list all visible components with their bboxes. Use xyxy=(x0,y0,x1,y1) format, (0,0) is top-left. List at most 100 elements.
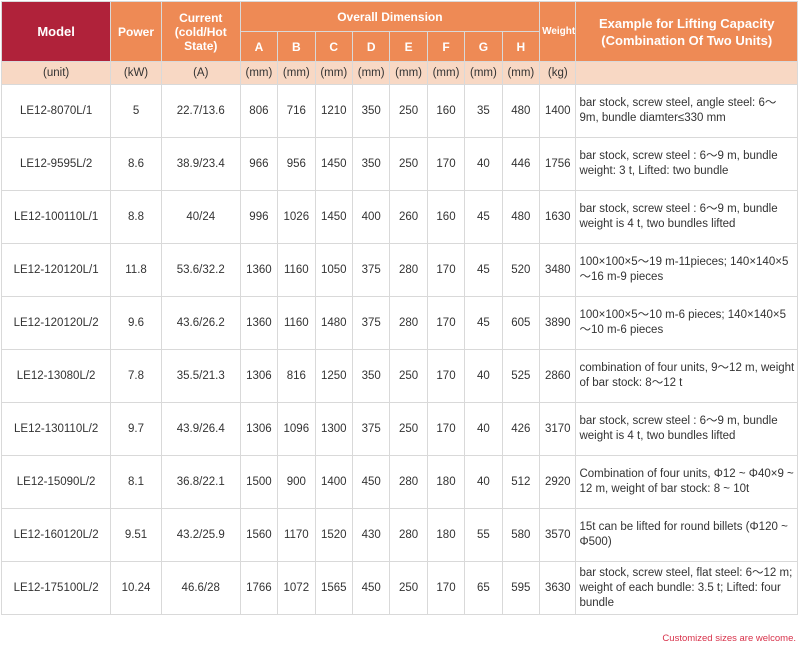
cell-dim-a: 1306 xyxy=(239,349,279,403)
cell-dim-g: 45 xyxy=(464,243,503,297)
unit-power: (kW) xyxy=(110,61,162,85)
cell-dim-c: 1300 xyxy=(314,402,353,456)
cell-current: 43.6/26.2 xyxy=(160,296,241,350)
cell-dim-f: 170 xyxy=(426,243,466,297)
cell-dim-a: 1500 xyxy=(239,455,279,509)
cell-weight: 1630 xyxy=(539,190,577,244)
cell-dim-b: 716 xyxy=(277,84,316,138)
cell-example: bar stock, screw steel : 6～9 m, bundle w… xyxy=(575,190,798,244)
cell-dim-c: 1565 xyxy=(314,561,353,615)
units-row: (unit) (kW) (A) (mm) (mm) (mm) (mm) (mm)… xyxy=(0,61,798,85)
cell-example: bar stock, screw steel : 6～9 m, bundle w… xyxy=(575,402,798,456)
cell-dim-c: 1450 xyxy=(314,137,353,191)
cell-dim-g: 40 xyxy=(464,137,503,191)
cell-dim-e: 280 xyxy=(389,243,428,297)
cell-dim-h: 426 xyxy=(501,402,541,456)
cell-example: bar stock, screw steel : 6～9 m, bundle w… xyxy=(575,137,798,191)
header-example: Example for Lifting Capacity (Combinatio… xyxy=(575,1,798,62)
header-dim-g: G xyxy=(464,31,503,62)
cell-dim-f: 180 xyxy=(426,508,466,562)
unit-current: (A) xyxy=(160,61,241,85)
cell-current: 38.9/23.4 xyxy=(160,137,241,191)
table-row: LE12-120120L/1 11.8 53.6/32.2 1360 1160 1050 3… xyxy=(0,243,798,297)
cell-model: LE12-160120L/2 xyxy=(0,508,112,562)
cell-dim-g: 65 xyxy=(464,561,503,615)
spec-table: Model Power Current (cold/Hot State) Ove… xyxy=(0,1,798,615)
table-row: LE12-15090L/2 8.1 36.8/22.1 1500 900 1400 450 2… xyxy=(0,455,798,509)
header-model: Model xyxy=(0,1,112,62)
unit-dim-f: (mm) xyxy=(426,61,466,85)
cell-dim-h: 520 xyxy=(501,243,541,297)
cell-weight: 2920 xyxy=(539,455,577,509)
cell-dim-b: 1170 xyxy=(277,508,316,562)
footnote: Customized sizes are welcome. xyxy=(662,633,796,644)
cell-example: bar stock, screw steel, flat steel: 6～12… xyxy=(575,561,798,615)
cell-dim-c: 1250 xyxy=(314,349,353,403)
cell-dim-g: 35 xyxy=(464,84,503,138)
cell-power: 9.6 xyxy=(110,296,162,350)
table-row: LE12-9595L/2 8.6 38.9/23.4 966 956 1450 350 250… xyxy=(0,137,798,191)
cell-dim-h: 595 xyxy=(501,561,541,615)
cell-weight: 2860 xyxy=(539,349,577,403)
unit-dim-e: (mm) xyxy=(389,61,428,85)
cell-dim-d: 450 xyxy=(351,561,391,615)
table-row: LE12-130110L/2 9.7 43.9/26.4 1306 1096 1300 37… xyxy=(0,402,798,456)
cell-dim-b: 1160 xyxy=(277,243,316,297)
cell-weight: 1400 xyxy=(539,84,577,138)
unit-dim-d: (mm) xyxy=(351,61,391,85)
cell-dim-c: 1210 xyxy=(314,84,353,138)
cell-dim-f: 170 xyxy=(426,137,466,191)
cell-power: 8.6 xyxy=(110,137,162,191)
header-power: Power xyxy=(110,1,162,62)
header-dim-d: D xyxy=(351,31,391,62)
header-dim-f: F xyxy=(426,31,466,62)
cell-dim-d: 350 xyxy=(351,84,391,138)
cell-dim-c: 1050 xyxy=(314,243,353,297)
cell-model: LE12-13080L/2 xyxy=(0,349,112,403)
cell-power: 10.24 xyxy=(110,561,162,615)
cell-dim-d: 400 xyxy=(351,190,391,244)
header-dim-a: A xyxy=(239,31,279,62)
cell-power: 5 xyxy=(110,84,162,138)
unit-example xyxy=(575,61,798,85)
table-row: LE12-13080L/2 7.8 35.5/21.3 1306 816 1250 350 2… xyxy=(0,349,798,403)
cell-dim-g: 45 xyxy=(464,190,503,244)
cell-dim-b: 1096 xyxy=(277,402,316,456)
cell-dim-e: 280 xyxy=(389,455,428,509)
header-overall-dimension: Overall Dimension xyxy=(239,1,541,32)
cell-dim-h: 525 xyxy=(501,349,541,403)
cell-dim-f: 160 xyxy=(426,190,466,244)
cell-weight: 3170 xyxy=(539,402,577,456)
cell-example: 100×100×5～19 m-11pieces; 140×140×5～16 m-… xyxy=(575,243,798,297)
cell-dim-f: 170 xyxy=(426,349,466,403)
cell-current: 40/24 xyxy=(160,190,241,244)
cell-power: 7.8 xyxy=(110,349,162,403)
cell-dim-d: 375 xyxy=(351,243,391,297)
cell-dim-b: 900 xyxy=(277,455,316,509)
cell-dim-d: 350 xyxy=(351,137,391,191)
cell-dim-e: 250 xyxy=(389,349,428,403)
unit-dim-a: (mm) xyxy=(239,61,279,85)
cell-dim-b: 1026 xyxy=(277,190,316,244)
cell-model: LE12-8070L/1 xyxy=(0,84,112,138)
cell-dim-a: 996 xyxy=(239,190,279,244)
cell-current: 35.5/21.3 xyxy=(160,349,241,403)
cell-dim-f: 170 xyxy=(426,296,466,350)
header-current: Current (cold/Hot State) xyxy=(160,1,241,62)
cell-dim-h: 605 xyxy=(501,296,541,350)
cell-dim-f: 180 xyxy=(426,455,466,509)
cell-dim-e: 280 xyxy=(389,296,428,350)
cell-dim-e: 280 xyxy=(389,508,428,562)
cell-model: LE12-9595L/2 xyxy=(0,137,112,191)
cell-weight: 3480 xyxy=(539,243,577,297)
cell-dim-e: 250 xyxy=(389,84,428,138)
cell-dim-a: 806 xyxy=(239,84,279,138)
header-dim-c: C xyxy=(314,31,353,62)
cell-dim-h: 512 xyxy=(501,455,541,509)
cell-dim-d: 450 xyxy=(351,455,391,509)
cell-dim-a: 1560 xyxy=(239,508,279,562)
cell-dim-e: 250 xyxy=(389,402,428,456)
cell-dim-c: 1450 xyxy=(314,190,353,244)
cell-model: LE12-15090L/2 xyxy=(0,455,112,509)
cell-example: bar stock, screw steel, angle steel: 6～9… xyxy=(575,84,798,138)
